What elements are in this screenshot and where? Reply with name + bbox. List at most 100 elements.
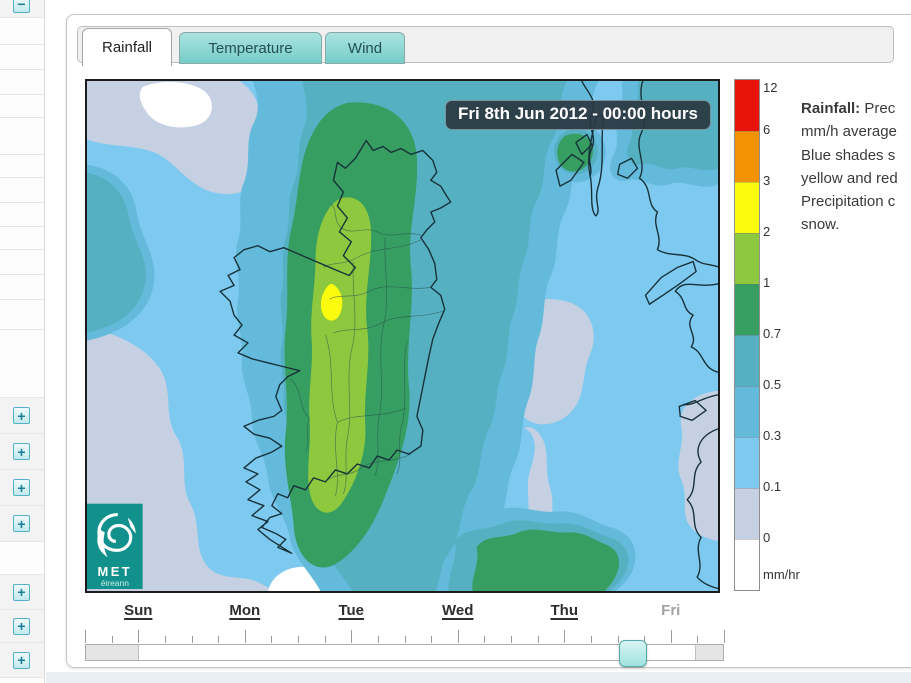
- ruler-tick: [457, 630, 459, 643]
- sidebar-row: +: [0, 470, 44, 506]
- ruler-tick: [484, 636, 486, 643]
- slider-track-right-cap: [695, 645, 723, 660]
- ruler-tick: [537, 636, 539, 643]
- legend-segment: [735, 335, 759, 386]
- legend-segment: [735, 539, 759, 590]
- met-eireann-logo: MET éireann: [87, 503, 143, 590]
- legend-segment: [735, 182, 759, 233]
- legend-segment: [735, 386, 759, 437]
- legend-segment: [735, 131, 759, 182]
- sidebar-row: +: [0, 643, 44, 678]
- legend-value: 1: [763, 275, 771, 290]
- sidebar-row: [0, 95, 44, 118]
- sidebar-row: [0, 45, 44, 70]
- map-datetime-label: Fri 8th Jun 2012 - 00:00 hours: [445, 100, 711, 130]
- ruler-tick: [511, 636, 512, 643]
- legend-value: 0.7: [763, 326, 782, 341]
- ruler-tick: [590, 636, 592, 643]
- expand-plus-icon[interactable]: +: [13, 651, 30, 669]
- day-labels: Sun Mon Tue Wed Thu Fri: [85, 602, 724, 624]
- day-label-wed[interactable]: Wed: [442, 602, 474, 619]
- sidebar-row: [0, 18, 44, 45]
- day-label-mon[interactable]: Mon: [229, 602, 261, 619]
- sidebar-row: [0, 227, 44, 250]
- tab-wind[interactable]: Wind: [325, 32, 405, 64]
- ruler-tick: [351, 630, 353, 643]
- sidebar-row: −: [0, 0, 44, 18]
- ruler-tick: [298, 636, 299, 643]
- collapse-minus-icon[interactable]: −: [13, 0, 30, 13]
- page-background-strip: [46, 672, 911, 683]
- sidebar-row: [0, 542, 44, 575]
- legend-value: 12: [763, 80, 778, 95]
- ruler-tick: [324, 636, 326, 643]
- coastlines: [219, 81, 718, 590]
- description-line: Precipitation c: [801, 193, 896, 211]
- sidebar-row: [0, 178, 44, 203]
- sidebar: − + + + + + + +: [0, 0, 45, 683]
- legend: mm/hr 12 6 3 2 1 0.7 0.5 0.3 0.1 0: [734, 79, 894, 599]
- ruler-tick: [404, 636, 406, 643]
- description-line: mm/h average: [801, 123, 897, 141]
- description-line: yellow and red: [801, 169, 898, 187]
- sidebar-row: [0, 250, 44, 275]
- day-label-tue[interactable]: Tue: [338, 602, 365, 619]
- rainfall-map: MET éireann Fri 8th Jun 2012 - 00:00 hou…: [85, 79, 720, 593]
- legend-value: 0.1: [763, 479, 782, 494]
- tab-rainfall[interactable]: Rainfall: [82, 28, 172, 66]
- rainfall-map-svg: MET éireann: [87, 81, 718, 591]
- slider-track[interactable]: [85, 640, 724, 667]
- expand-plus-icon[interactable]: +: [13, 443, 30, 460]
- day-label-thu[interactable]: Thu: [550, 602, 579, 619]
- sidebar-row: [0, 330, 44, 398]
- logo-text-eireann: éireann: [101, 578, 129, 588]
- sidebar-row: [0, 203, 44, 227]
- legend-segment: [735, 284, 759, 335]
- expand-plus-icon[interactable]: +: [13, 617, 30, 635]
- ruler-tick: [138, 630, 140, 643]
- ruler-tick: [164, 636, 166, 643]
- ruler-tick: [218, 636, 220, 643]
- day-label-sun[interactable]: Sun: [124, 602, 153, 619]
- expand-plus-icon[interactable]: +: [13, 583, 30, 601]
- sidebar-row: [0, 275, 44, 300]
- tab-strip: Rainfall Temperature Wind: [77, 26, 894, 66]
- legend-segment: [735, 488, 759, 539]
- sidebar-row: +: [0, 575, 44, 610]
- legend-value: 2: [763, 224, 771, 239]
- logo-text-met: MET: [97, 564, 132, 579]
- sidebar-row: +: [0, 434, 44, 470]
- sidebar-row: [0, 155, 44, 178]
- sidebar-row: +: [0, 610, 44, 643]
- expand-plus-icon[interactable]: +: [13, 479, 30, 496]
- legend-segment: [735, 80, 759, 131]
- slider-track-left-cap: [86, 645, 139, 660]
- legend-value: 6: [763, 122, 771, 137]
- legend-segment: [735, 437, 759, 488]
- tab-label: Temperature: [208, 39, 293, 57]
- slider-handle[interactable]: [619, 640, 647, 667]
- ruler-tick: [111, 636, 113, 643]
- ruler: [85, 630, 725, 643]
- county-borders: [289, 203, 443, 496]
- expand-plus-icon[interactable]: +: [13, 407, 30, 424]
- sidebar-row: [0, 300, 44, 330]
- description-line: Blue shades s: [801, 146, 896, 164]
- sidebar-row: [0, 70, 44, 95]
- tab-label: Rainfall: [101, 39, 153, 56]
- legend-scale: [734, 79, 760, 591]
- expand-plus-icon[interactable]: +: [13, 515, 30, 532]
- tab-label: Wind: [347, 39, 383, 57]
- description-line: Rainfall: Prec: [801, 100, 896, 117]
- ruler-tick: [644, 636, 646, 643]
- day-label-fri: Fri: [661, 602, 681, 619]
- ruler-tick: [85, 630, 86, 643]
- timeline: Sun Mon Tue Wed Thu Fri: [85, 602, 725, 667]
- ruler-tick: [724, 630, 725, 643]
- description: Rainfall: Prec mm/h average Blue shades s y…: [801, 97, 911, 237]
- ruler-tick: [191, 636, 193, 643]
- tab-temperature[interactable]: Temperature: [179, 32, 322, 64]
- ruler-tick: [697, 636, 699, 643]
- legend-value: 0.3: [763, 428, 782, 443]
